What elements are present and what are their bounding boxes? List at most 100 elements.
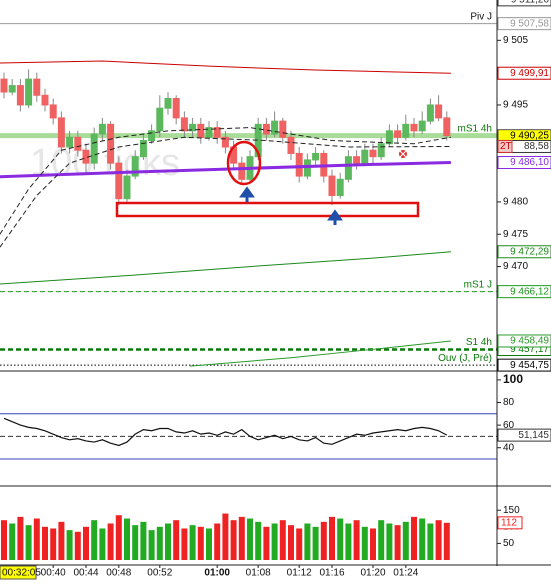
- price-label: 9 454,75: [510, 360, 549, 371]
- annotation-rect: [115, 201, 420, 218]
- volume-bar: [214, 523, 221, 560]
- candle-body: [205, 127, 213, 138]
- volume-bar: [181, 528, 188, 560]
- price-label-box: [497, 428, 551, 442]
- candle-body: [377, 143, 385, 158]
- x-marker: [399, 150, 407, 158]
- volume-bar: [222, 513, 229, 560]
- x-tick-label: 01:20: [360, 568, 385, 579]
- candle-body: [287, 136, 295, 154]
- price-label: 88,58: [524, 141, 549, 152]
- oscillator-line: [3, 417, 448, 447]
- x-tick-label: 01:00: [204, 568, 230, 579]
- price-label-box: [497, 516, 523, 530]
- candle-body: [16, 85, 24, 106]
- volume-bar: [279, 520, 286, 560]
- volume-bar: [50, 528, 57, 560]
- price-label: 9 457,17: [510, 344, 549, 355]
- volume-bar: [271, 523, 278, 560]
- candle-body: [25, 78, 33, 106]
- y-tick-label: 50: [503, 538, 515, 549]
- volume-bar: [370, 528, 376, 560]
- price-label: 51,145: [518, 430, 549, 441]
- volume-bar: [427, 523, 434, 560]
- volume-bar: [296, 528, 303, 560]
- volume-bar: [255, 521, 262, 560]
- y-tick-label: 9 475: [503, 229, 528, 240]
- volume-bar: [165, 523, 171, 560]
- candle-body: [197, 123, 205, 138]
- candle-body: [271, 120, 279, 135]
- volume-bar: [337, 518, 344, 560]
- volume-bar: [435, 520, 442, 560]
- price-label: 9 511,26: [511, 0, 550, 5]
- candle-body: [353, 156, 361, 164]
- volume-bar: [411, 516, 417, 560]
- candle-body: [238, 162, 246, 180]
- level-name: mS1 4h: [458, 123, 492, 134]
- volume-bar: [9, 523, 16, 560]
- arrow-up: [327, 209, 343, 225]
- annotation-ellipse: [226, 140, 262, 186]
- volume-bar: [66, 530, 73, 560]
- cursor-time-box: [0, 565, 37, 580]
- candle-body: [410, 123, 418, 132]
- arrow-up: [239, 186, 255, 202]
- volume-bar: [74, 531, 81, 560]
- volume-bar: [353, 520, 360, 560]
- y-tick-label: 60: [503, 420, 515, 431]
- y-tick-label: 40: [503, 442, 515, 453]
- overlay-line: [0, 251, 451, 285]
- volume-bar: [58, 521, 65, 560]
- volume-bar: [247, 518, 253, 560]
- candle-body: [361, 149, 369, 164]
- candle-body: [156, 107, 164, 132]
- candle-body: [74, 136, 82, 151]
- price-label: 9 466,12: [510, 286, 549, 297]
- volume-bar: [419, 518, 426, 560]
- candle-body: [49, 104, 57, 119]
- level-name: Piv J: [470, 11, 492, 22]
- tag-box: [497, 139, 513, 153]
- candle-body: [435, 104, 443, 119]
- x-tick-label: 01:16: [319, 568, 344, 579]
- candle-body: [328, 175, 336, 196]
- volume-bar: [329, 516, 335, 560]
- candle-body: [172, 98, 180, 119]
- volume-bar: [17, 516, 24, 560]
- candle-body: [221, 136, 229, 148]
- volume-bar: [394, 525, 401, 560]
- candle-body: [57, 117, 65, 148]
- volume-bar: [361, 526, 368, 560]
- candle-body: [41, 94, 49, 106]
- x-tick-label: 00:44: [73, 568, 98, 579]
- volume-bar: [402, 521, 409, 560]
- y-tick-label: 9 470: [503, 261, 528, 272]
- volume-bar: [206, 528, 212, 560]
- price-label: 9 499,91: [510, 68, 549, 79]
- x-tick-label: 01:12: [287, 568, 312, 579]
- candle-body: [90, 133, 98, 164]
- x-tick-label: 00:48: [106, 568, 131, 579]
- y-tick-label: 150: [503, 505, 520, 516]
- level-name: mS1 J: [464, 279, 492, 290]
- volume-bar: [124, 518, 130, 560]
- volume-bar: [115, 515, 122, 560]
- cursor-time: 00:32:05: [2, 568, 41, 579]
- candle-body: [295, 152, 303, 177]
- candle-body: [443, 117, 451, 137]
- volume-bar: [1, 520, 7, 560]
- candle-body: [148, 130, 156, 142]
- candle-body: [213, 127, 221, 138]
- price-label-box: [497, 155, 551, 169]
- candle-body: [369, 149, 377, 158]
- volume-bar: [173, 520, 180, 560]
- overlay-line: [190, 340, 451, 367]
- candle-body: [123, 175, 131, 200]
- x-tick-label: 00:40: [41, 568, 66, 579]
- volume-bar: [189, 525, 196, 560]
- volume-bar: [132, 525, 139, 560]
- volume-bar: [91, 520, 98, 560]
- volume-bar: [288, 525, 294, 560]
